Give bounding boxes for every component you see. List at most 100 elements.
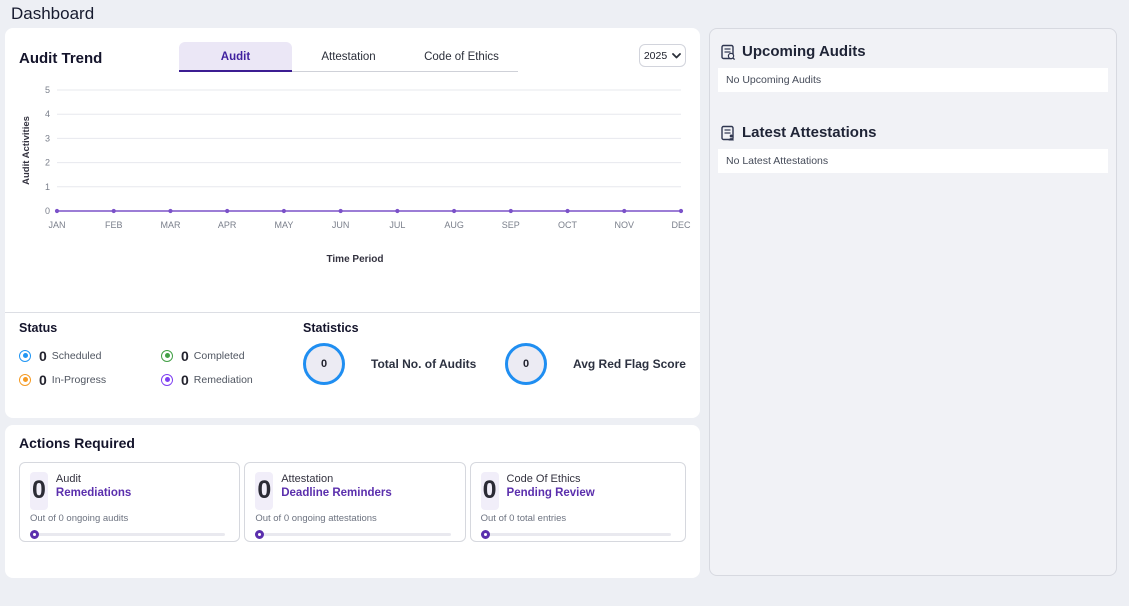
x-tick-label: JAN [48,220,65,230]
status-value: 0 [181,347,189,364]
audit-trend-header: Audit Trend Audit Attestation Code of Et… [19,42,686,72]
card-action-link[interactable]: Pending Review [506,487,595,499]
upcoming-audits-header: Upcoming Audits [718,41,1108,68]
year-select[interactable]: 2025 [639,44,686,67]
card-action-link[interactable]: Deadline Reminders [281,487,392,499]
progress-knob [480,530,490,539]
x-tick-label: JUL [389,220,405,230]
card-action-link[interactable]: Remediations [55,487,132,499]
status-label: Scheduled [51,349,102,362]
data-point [508,208,513,214]
x-tick-label: DEC [671,220,691,230]
latest-attestations-empty-message: No Latest Attestations [718,149,1108,173]
x-tick-label: SEP [502,220,520,230]
right-side-panel: Upcoming Audits No Upcoming Audits Lates… [709,28,1117,576]
card-caption: Out of 0 total entries [480,513,567,524]
status-statistics-row: Status 0 Scheduled 0 In-Progress [19,321,686,391]
action-card-audit-remediations[interactable]: 0 Audit Remediations Out of 0 ongoing au… [19,462,241,542]
year-select-value: 2025 [643,49,668,62]
trend-tabs: Audit Attestation Code of Ethics [179,42,518,72]
x-tick-label: MAR [160,220,181,230]
status-value: 0 [39,347,47,364]
y-tick-label: 5 [45,85,50,95]
card-category: Code Of Ethics [506,473,581,485]
data-point [168,208,173,214]
status-title: Status [19,321,58,335]
avg-red-flag-circle: 0 [505,343,547,385]
data-point [565,208,570,214]
total-audits-circle: 0 [303,343,345,385]
x-tick-label: JUN [332,220,350,230]
card-caption: Out of 0 ongoing audits [30,513,129,524]
stat-total-audits: 0 Total No. of Audits [303,343,505,385]
data-point [622,208,627,214]
status-item-remediation: 0 Remediation [161,368,303,391]
progress-bar [480,530,675,539]
y-tick-label: 0 [45,206,50,216]
data-point [451,208,457,214]
tab-audit[interactable]: Audit [179,42,292,72]
left-column: Audit Trend Audit Attestation Code of Et… [5,28,700,578]
data-point [54,208,60,214]
statistics-title: Statistics [303,321,359,335]
stat-avg-red-flag: 0 Avg Red Flag Score [505,343,707,385]
status-block: Status 0 Scheduled 0 In-Progress [19,321,303,391]
data-point [225,208,230,214]
remediation-status-icon [161,373,173,386]
main-layout: Audit Trend Audit Attestation Code of Et… [0,28,1129,578]
upcoming-audits-empty-message: No Upcoming Audits [718,68,1108,92]
y-tick-label: 1 [45,182,50,192]
progress-bar [255,530,454,539]
card-count: 0 [30,472,48,510]
divider [5,312,700,313]
status-value: 0 [181,371,189,388]
data-point [395,208,400,214]
status-value: 0 [39,371,47,388]
x-tick-label: MAY [274,220,293,230]
audit-trend-panel: Audit Trend Audit Attestation Code of Et… [5,28,700,418]
action-cards: 0 Audit Remediations Out of 0 ongoing au… [19,462,686,542]
action-card-attestation-deadlines[interactable]: 0 Attestation Deadline Reminders Out of … [244,462,466,542]
audit-document-search-icon [720,44,736,60]
stat-label: Total No. of Audits [371,357,477,371]
scheduled-status-icon [19,349,31,362]
y-tick-label: 4 [45,109,50,119]
y-tick-label: 3 [45,133,50,143]
data-point [111,208,116,214]
upcoming-audits-title: Upcoming Audits [742,43,866,60]
chevron-down-icon [672,52,682,58]
status-item-in-progress: 0 In-Progress [19,368,161,391]
latest-attestations-header: Latest Attestations [718,122,1108,149]
progress-bar [30,530,229,539]
progress-knob [255,530,265,539]
data-point [678,208,684,214]
status-label: In-Progress [51,373,107,386]
attestation-document-person-icon [720,125,736,141]
statistics-row: 0 Total No. of Audits 0 Avg Red Flag Sco… [303,343,707,385]
status-item-scheduled: 0 Scheduled [19,344,161,367]
x-tick-label: OCT [558,220,578,230]
in-progress-status-icon [19,373,31,386]
audit-trend-chart: 0 1 2 3 4 5 JAN FEB MAR APR MAY JUN JUL AUG SEP OCT NOV D… [19,82,691,265]
line-chart: 0 1 2 3 4 5 JAN FEB MAR APR MAY JUN JUL AUG SEP OCT NOV D… [21,85,691,230]
audit-trend-title: Audit Trend [19,50,103,67]
x-tick-label: NOV [615,220,635,230]
x-tick-label: APR [218,220,237,230]
status-label: Remediation [193,373,253,386]
stat-label: Avg Red Flag Score [573,357,686,371]
actions-required-title: Actions Required [19,435,135,451]
status-grid: 0 Scheduled 0 In-Progress 0 Completed [19,344,303,391]
x-axis-title: Time Period [326,254,384,265]
action-card-ethics-pending-review[interactable]: 0 Code Of Ethics Pending Review Out of 0… [469,462,686,542]
progress-knob [30,530,39,539]
card-category: Audit [55,473,81,485]
card-caption: Out of 0 ongoing attestations [255,513,377,524]
card-count: 0 [480,472,499,510]
x-tick-label: FEB [105,220,123,230]
card-category: Attestation [281,473,334,485]
tab-code-of-ethics[interactable]: Code of Ethics [424,51,499,63]
tab-attestation[interactable]: Attestation [321,51,376,63]
x-tick-label: AUG [444,220,464,230]
y-axis-title: Audit Activities [21,116,32,185]
card-count: 0 [255,472,274,510]
